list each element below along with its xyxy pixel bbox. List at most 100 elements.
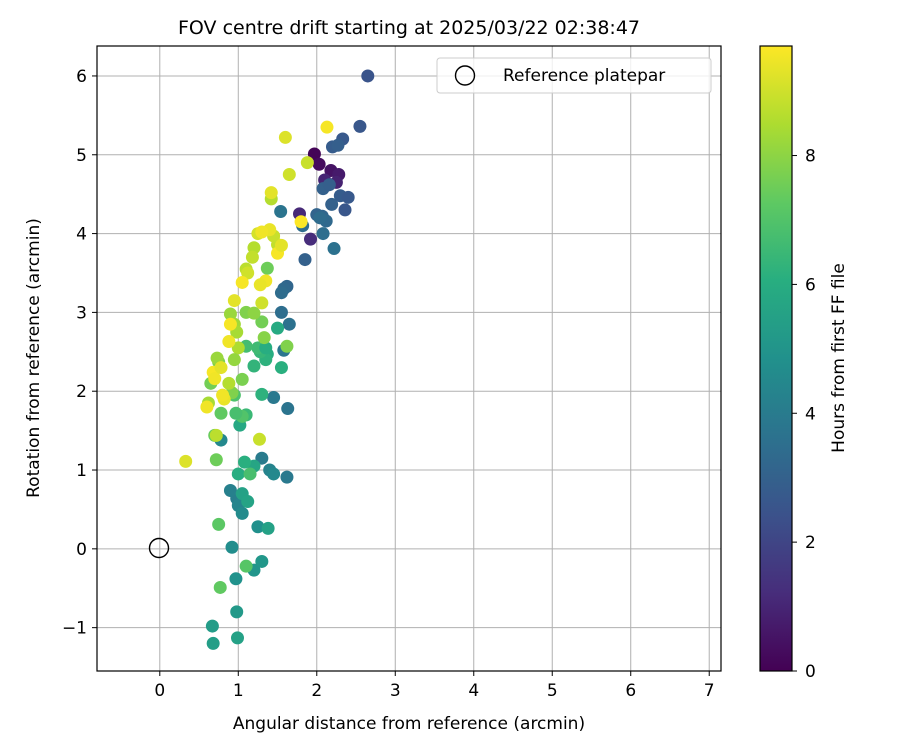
chart-title: FOV centre drift starting at 2025/03/22 … xyxy=(178,17,640,39)
scatter-point xyxy=(223,307,237,321)
scatter-point xyxy=(300,156,314,170)
reference-platepar-marker xyxy=(148,537,170,559)
scatter-point xyxy=(316,227,330,241)
scatter-point xyxy=(331,138,345,152)
scatter-point xyxy=(222,335,236,349)
scatter-point xyxy=(261,521,275,535)
legend: Reference platepar xyxy=(436,57,712,94)
scatter-point xyxy=(235,506,249,520)
scatter-point xyxy=(255,387,269,401)
scatter-point xyxy=(243,467,257,481)
scatter-point xyxy=(282,317,296,331)
scatter-point xyxy=(229,572,243,586)
scatter-point xyxy=(255,315,269,329)
scatter-point xyxy=(264,186,278,200)
y-tick-label: 6 xyxy=(76,67,87,87)
x-axis-label: Angular distance from reference (arcmin) xyxy=(233,714,585,734)
scatter-point xyxy=(247,359,261,373)
scatter-point xyxy=(259,341,273,355)
y-tick-label: −1 xyxy=(62,619,87,639)
scatter-point xyxy=(209,428,223,442)
scatter-point xyxy=(208,372,222,386)
scatter-point xyxy=(235,372,249,386)
x-tick-label: 1 xyxy=(233,681,244,701)
scatter-point xyxy=(267,391,281,405)
x-tick-label: 2 xyxy=(311,681,322,701)
x-tick-label: 6 xyxy=(625,681,636,701)
scatter-point xyxy=(280,339,294,353)
scatter-point xyxy=(223,317,237,331)
scatter-point xyxy=(238,455,252,469)
scatter-point xyxy=(274,305,288,319)
plot-frame xyxy=(96,45,722,672)
y-tick-label: 0 xyxy=(76,540,87,560)
scatter-point xyxy=(307,147,321,161)
scatter-point xyxy=(298,253,312,267)
scatter-point xyxy=(361,69,375,83)
scatter-point xyxy=(241,266,255,280)
y-axis-label: Rotation from reference (arcmin) xyxy=(24,218,44,498)
legend-box xyxy=(436,57,712,94)
colorbar-tick-label: 0 xyxy=(805,662,816,682)
scatter-point xyxy=(222,376,236,390)
scatter-point xyxy=(252,432,266,446)
scatter-point xyxy=(213,580,227,594)
scatter-point xyxy=(247,306,261,320)
y-axis-ticks: −1 0 1 2 3 4 5 6 xyxy=(62,67,97,639)
y-tick-label: 3 xyxy=(76,303,87,323)
scatter-point xyxy=(325,197,339,211)
x-tick-label: 7 xyxy=(704,681,715,701)
scatter-point xyxy=(253,278,267,292)
colorbar-tick-label: 6 xyxy=(805,275,816,295)
scatter-point xyxy=(225,540,239,554)
scatter-point xyxy=(274,286,288,300)
scatter-point xyxy=(274,205,288,219)
y-tick-label: 4 xyxy=(76,225,87,245)
y-tick-label: 2 xyxy=(76,382,87,402)
scatter-point xyxy=(214,406,228,420)
scatter-point xyxy=(214,361,228,375)
scatter-point xyxy=(255,554,269,568)
colorbar-ticks: 0 2 4 6 8 xyxy=(792,147,816,682)
scatter-point xyxy=(322,178,336,192)
x-tick-label: 5 xyxy=(547,681,558,701)
colorbar-tick-label: 2 xyxy=(805,533,816,553)
scatter-point xyxy=(216,388,230,402)
scatter-point xyxy=(260,261,274,275)
x-axis-ticks: 0 1 2 3 4 5 6 7 xyxy=(154,671,715,701)
scatter-point xyxy=(230,631,244,645)
scatter-point xyxy=(267,467,281,481)
scatter-point xyxy=(313,211,327,225)
scatter-point xyxy=(303,232,317,246)
scatter-point xyxy=(239,559,253,573)
scatter-point xyxy=(227,353,241,367)
scatter-point xyxy=(341,190,355,204)
y-tick-label: 5 xyxy=(76,146,87,166)
scatter-point xyxy=(205,619,219,633)
scatter-point xyxy=(230,605,244,619)
scatter-point xyxy=(255,296,269,310)
scatter-point xyxy=(227,294,241,308)
grid-lines xyxy=(97,46,721,671)
scatter-point xyxy=(282,167,296,181)
scatter-point xyxy=(280,470,294,484)
scatter-point xyxy=(255,451,269,465)
y-tick-label: 1 xyxy=(76,461,87,481)
scatter-point xyxy=(179,454,193,468)
scatter-point xyxy=(278,130,292,144)
scatter-point xyxy=(209,453,223,467)
colorbar: 0 2 4 6 8 Hours from first FF file xyxy=(759,45,849,682)
scatter-point xyxy=(274,361,288,375)
colorbar-gradient xyxy=(759,45,793,672)
x-tick-label: 0 xyxy=(154,681,165,701)
colorbar-tick-label: 4 xyxy=(805,404,816,424)
scatter-point xyxy=(235,275,249,289)
data-points xyxy=(179,69,375,650)
scatter-point xyxy=(206,636,220,650)
colorbar-tick-label: 8 xyxy=(805,147,816,167)
colorbar-label: Hours from first FF file xyxy=(829,263,849,453)
scatter-point xyxy=(353,119,367,133)
scatter-point xyxy=(274,238,288,252)
scatter-point xyxy=(223,484,237,498)
